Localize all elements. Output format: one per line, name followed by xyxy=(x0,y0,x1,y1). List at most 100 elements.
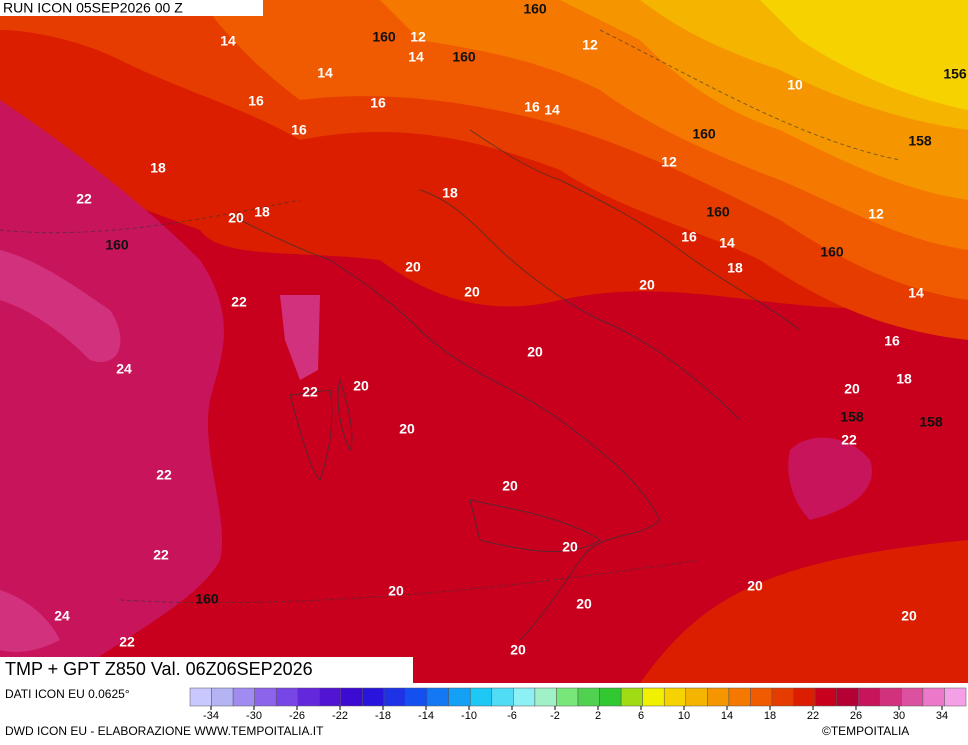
colorbar-swatch xyxy=(707,687,730,707)
geopotential-label: 160 xyxy=(692,126,716,142)
colorbar-swatch xyxy=(901,687,924,707)
map-background xyxy=(0,0,968,683)
geopotential-label: 160 xyxy=(372,29,396,45)
geopotential-label: 156 xyxy=(943,66,967,82)
temperature-label: 20 xyxy=(502,478,518,494)
temperature-label: 20 xyxy=(747,578,763,594)
colorbar-swatch xyxy=(879,687,902,707)
colorbar-tick-label: 10 xyxy=(678,710,690,722)
temperature-label: 14 xyxy=(220,33,236,49)
geopotential-label: 158 xyxy=(840,409,864,425)
temperature-label: 20 xyxy=(901,608,917,624)
colorbar-swatch xyxy=(577,687,600,707)
temperature-label: 12 xyxy=(868,206,884,222)
temperature-label: 20 xyxy=(388,583,404,599)
geopotential-label: 160 xyxy=(706,204,730,220)
temperature-label: 20 xyxy=(562,539,578,555)
colorbar-tick-label: -34 xyxy=(203,710,219,722)
temperature-label: 20 xyxy=(228,210,244,226)
temperature-label: 24 xyxy=(54,608,70,624)
temperature-label: 12 xyxy=(410,29,426,45)
temperature-label: 22 xyxy=(156,467,172,483)
temperature-label: 20 xyxy=(639,277,655,293)
colorbar-tick-label: -2 xyxy=(550,710,560,722)
colorbar-swatch xyxy=(556,687,579,707)
colorbar-tick-label: -26 xyxy=(289,710,305,722)
temperature-label: 22 xyxy=(76,191,92,207)
colorbar-swatch xyxy=(944,687,967,707)
map-title: TMP + GPT Z850 Val. 06Z06SEP2026 xyxy=(5,659,313,679)
colorbar-tick-label: 6 xyxy=(638,710,644,722)
temperature-label: 20 xyxy=(576,596,592,612)
colorbar-swatch xyxy=(513,687,536,707)
colorbar-tick-label: -14 xyxy=(418,710,434,722)
temperature-label: 14 xyxy=(317,65,333,81)
geopotential-label: 160 xyxy=(195,591,219,607)
colorbar-tick-label: 14 xyxy=(721,710,733,722)
colorbar-tick-label: -30 xyxy=(246,710,262,722)
colorbar-swatch xyxy=(254,687,277,707)
temperature-label: 16 xyxy=(248,93,264,109)
colorbar-swatch xyxy=(189,687,212,707)
colorbar-swatch xyxy=(211,687,234,707)
temperature-label: 22 xyxy=(231,294,247,310)
header-box xyxy=(0,0,263,16)
colorbar-swatch xyxy=(534,687,557,707)
colorbar-swatch xyxy=(728,687,751,707)
run-label: RUN ICON 05SEP2026 00 Z xyxy=(3,0,183,16)
temperature-label: 16 xyxy=(524,99,540,115)
source-label: DATI ICON EU 0.0625° xyxy=(5,687,130,701)
colorbar-swatch xyxy=(620,687,643,707)
temperature-label: 20 xyxy=(353,378,369,394)
geopotential-label: 158 xyxy=(908,133,932,149)
temperature-label: 20 xyxy=(399,421,415,437)
colorbar-tick-label: 30 xyxy=(893,710,905,722)
temperature-label: 18 xyxy=(254,204,270,220)
colorbar-tick-label: 34 xyxy=(936,710,948,722)
title-box xyxy=(0,657,413,683)
colorbar-swatch xyxy=(814,687,837,707)
temperature-label: 10 xyxy=(787,77,803,93)
geopotential-label: 160 xyxy=(523,1,547,17)
geopotential-label: 160 xyxy=(105,237,129,253)
colorbar-swatch xyxy=(319,687,342,707)
colorbar-swatch xyxy=(469,687,493,707)
temperature-label: 20 xyxy=(510,642,526,658)
colorbar-swatch xyxy=(663,687,687,707)
colorbar-swatch xyxy=(426,687,449,707)
geopotential-label: 160 xyxy=(820,244,844,260)
colorbar-tick-label: -18 xyxy=(375,710,391,722)
temperature-label: 18 xyxy=(150,160,166,176)
temperature-label: 20 xyxy=(844,381,860,397)
colorbar-swatch xyxy=(599,687,622,707)
colorbar-tick-label: 18 xyxy=(764,710,776,722)
colorbar-tick-label: 22 xyxy=(807,710,819,722)
colorbar-swatch xyxy=(642,687,665,707)
colorbar-swatch xyxy=(793,687,816,707)
colorbar-swatch xyxy=(362,687,385,707)
temperature-label: 20 xyxy=(405,259,421,275)
colorbar-tick-label: -6 xyxy=(507,710,517,722)
temperature-label: 24 xyxy=(116,361,132,377)
colorbar-swatch xyxy=(232,687,255,707)
geopotential-label: 160 xyxy=(452,49,476,65)
temperature-label: 22 xyxy=(153,547,169,563)
colorbar-swatch xyxy=(448,687,471,707)
colorbar-swatch xyxy=(340,687,363,707)
colorbar-swatch xyxy=(857,687,881,707)
colorbar: -34 -30 -26 -22 -18 -14 -10 -6 -2 2 6 10 14 18 22 26 30 3… xyxy=(189,687,967,722)
temperature-label: 18 xyxy=(442,185,458,201)
temperature-label: 20 xyxy=(464,284,480,300)
temperature-label: 22 xyxy=(841,432,857,448)
colorbar-tick-label: -22 xyxy=(332,710,348,722)
colorbar-swatch xyxy=(922,687,945,707)
temperature-label: 16 xyxy=(884,333,900,349)
colorbar-swatch xyxy=(491,687,514,707)
temperature-label: 14 xyxy=(719,235,735,251)
colorbar-swatch xyxy=(750,687,773,707)
temperature-label: 16 xyxy=(291,122,307,138)
geopotential-label: 158 xyxy=(919,414,943,430)
temperature-label: 14 xyxy=(408,49,424,65)
